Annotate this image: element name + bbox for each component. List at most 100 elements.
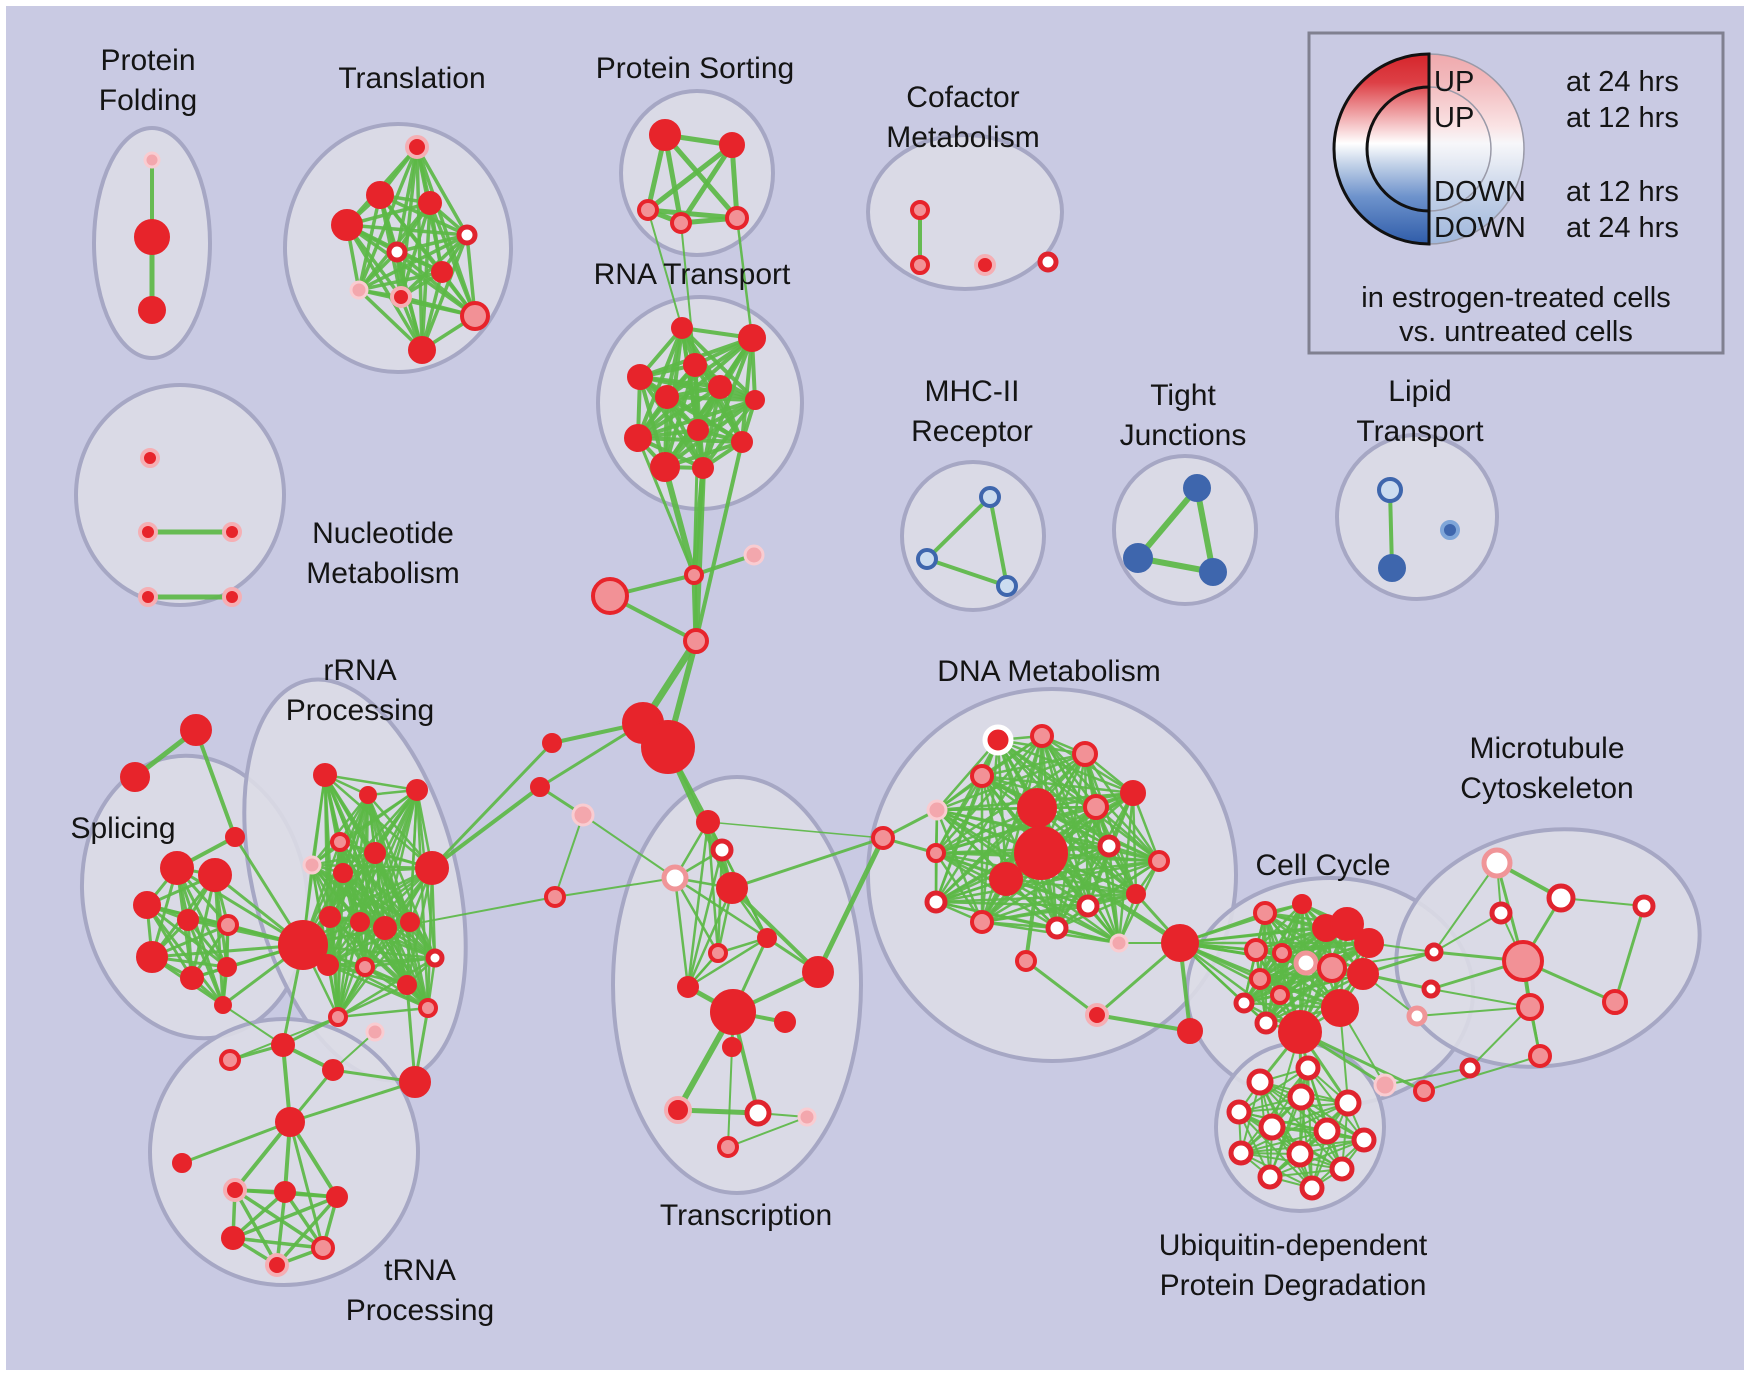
network-node-lightPink [571, 803, 595, 827]
legend-time-24: at 24 hrs [1566, 66, 1679, 98]
network-edge [1430, 988, 1531, 1008]
network-node-whiteRing [924, 890, 948, 914]
cluster-labels: Protein Folding Translation Protein Sorting… [70, 44, 1633, 1327]
legend-dir-up-12: UP [1434, 102, 1474, 134]
network-node-solid [627, 364, 653, 390]
network-node-solid [225, 827, 245, 847]
network-edge [310, 793, 370, 867]
cluster-label-cell-cycle: Cell Cycle [1255, 849, 1390, 882]
network-node-blue [1183, 474, 1211, 502]
network-edge [1469, 1006, 1531, 1069]
cluster-label-lipid-transport: Lipid Transport [1356, 375, 1484, 448]
network-edge [727, 1116, 808, 1148]
network-edge [363, 956, 437, 969]
network-node-solid [275, 1107, 305, 1137]
network-node-pinkCenter [1253, 901, 1277, 925]
network-node-blueRing [916, 548, 938, 570]
network-edge [678, 142, 735, 226]
network-node-pinkCenter [970, 764, 994, 788]
network-node-lightPink [365, 1022, 385, 1042]
network-node-solid [415, 851, 449, 885]
network-edge [288, 1080, 417, 1124]
network-node-whiteRing [1228, 1140, 1254, 1166]
network-edge [310, 863, 412, 924]
network-edge [373, 851, 387, 930]
network-node-solid [400, 912, 420, 932]
network-node-whiteRing [1329, 1156, 1355, 1182]
network-edge [934, 774, 984, 904]
network-node-solid [138, 296, 166, 324]
network-node-whiteRing [1546, 883, 1576, 913]
network-node-solid [650, 452, 680, 482]
network-edge [145, 903, 229, 969]
network-node-haloPink [390, 286, 412, 308]
network-node-pinkCenter [910, 255, 930, 275]
network-edge [554, 877, 676, 898]
network-node-solid [1161, 924, 1199, 962]
network-node-solid [322, 1059, 344, 1081]
network-edge [430, 785, 542, 870]
network-node-whiteRing [1233, 992, 1255, 1014]
cluster-label-tight-junctions: Tight Junctions [1120, 379, 1247, 452]
network-node-solid [366, 181, 394, 209]
cluster-label-translation: Translation [338, 62, 485, 95]
network-node-solid [221, 1226, 245, 1250]
network-node-solid [408, 336, 436, 364]
network-node-blueRing [996, 575, 1018, 597]
network-node-whiteRing [1424, 942, 1444, 962]
cluster-label-mhc-ii-receptor: MHC-II Receptor [911, 375, 1033, 448]
network-edge [1299, 1067, 1309, 1155]
network-node-whitePink [661, 864, 689, 892]
network-edge [934, 900, 1090, 908]
cluster-label-trna-processing: tRNA Processing [346, 1254, 494, 1327]
network-node-pinkCenter [1502, 940, 1544, 982]
network-edge [426, 866, 434, 1010]
network-edge [1269, 1102, 1349, 1178]
network-node-pinkCenter [1030, 724, 1054, 748]
network-edge [692, 553, 756, 577]
network-node-lightPink [1109, 933, 1129, 953]
network-edge [925, 557, 1009, 588]
network-edge [190, 873, 217, 980]
network-edge [366, 793, 430, 1010]
network-node-solid [710, 989, 756, 1035]
cluster-label-protein-sorting: Protein Sorting [596, 52, 794, 85]
network-node-pinkCenter [1317, 953, 1347, 983]
network-edge [1416, 1006, 1531, 1017]
network-node-pinkCenter [1249, 968, 1271, 990]
network-node-pinkCenter [684, 565, 704, 585]
network-node-whiteRing [710, 838, 734, 862]
legend-dir-down-24: DOWN [1434, 212, 1526, 244]
network-node-solid [716, 872, 748, 904]
network-node-pinkCenter [311, 1236, 335, 1260]
network-node-pinkCenter [418, 998, 438, 1018]
network-edge [645, 207, 740, 221]
network-node-haloPink [140, 448, 160, 468]
network-node-solid [136, 941, 168, 973]
network-edge [336, 1006, 430, 1019]
network-node-solid [1014, 826, 1068, 880]
network-node-whiteRing [744, 1099, 772, 1127]
network-node-blue [1123, 543, 1153, 573]
network-node-solid [1120, 780, 1146, 806]
network-node-whiteRing [1421, 979, 1441, 999]
network-node-solid [274, 1181, 296, 1203]
network-node-lightPink [926, 799, 948, 821]
network-node-solid [317, 954, 339, 976]
network-node-solid [738, 324, 766, 352]
network-node-solid [1278, 1010, 1322, 1054]
legend-note-line1: in estrogen-treated cells [1361, 282, 1671, 314]
network-node-solid [687, 419, 709, 441]
network-edge [980, 859, 1161, 924]
network-edge [1240, 1130, 1328, 1154]
network-node-pinkCenter [460, 301, 490, 331]
network-node-whiteRing [1076, 894, 1100, 918]
legend-circle-inner-faded [1428, 86, 1492, 212]
network-node-haloPink [223, 1178, 247, 1202]
network-edge [150, 943, 305, 959]
network-node-pinkCenter [670, 212, 692, 234]
network-edge [934, 844, 1111, 904]
network-node-solid [397, 975, 417, 995]
